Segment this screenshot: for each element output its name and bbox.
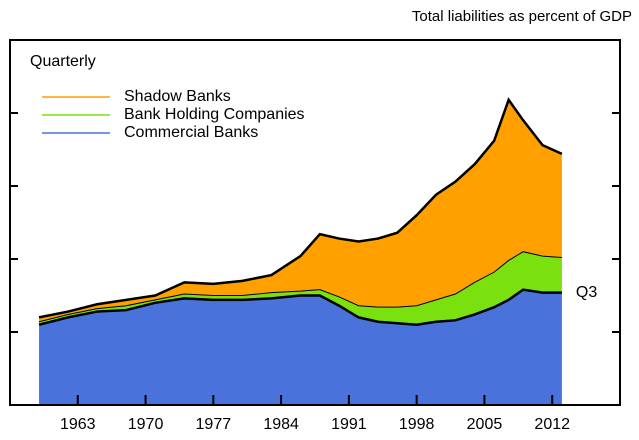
x-tick-label: 1991 [331, 416, 367, 433]
area-outline [38, 288, 562, 326]
x-tick-label: 1984 [263, 416, 299, 433]
legend-label: Bank Holding Companies [124, 106, 305, 123]
x-tick-label: 2012 [534, 416, 570, 433]
x-tick-label: 1970 [128, 416, 164, 433]
x-tick-label: 2005 [467, 416, 503, 433]
x-tick-label: 1998 [399, 416, 435, 433]
area-outline [38, 97, 563, 319]
area [39, 251, 562, 325]
plot-frame [9, 39, 621, 406]
area-outline [38, 251, 562, 323]
x-tick-label: 1963 [60, 416, 96, 433]
legend-label: Shadow Banks [124, 88, 231, 105]
legend-label: Commercial Banks [124, 124, 258, 141]
annotation: Q3 [576, 284, 597, 301]
x-tick-label: 1977 [196, 416, 232, 433]
chart-title: Total liabilities as percent of GDP [412, 8, 632, 25]
area [39, 289, 562, 405]
annotation: Quarterly [30, 53, 96, 70]
area [39, 99, 562, 322]
